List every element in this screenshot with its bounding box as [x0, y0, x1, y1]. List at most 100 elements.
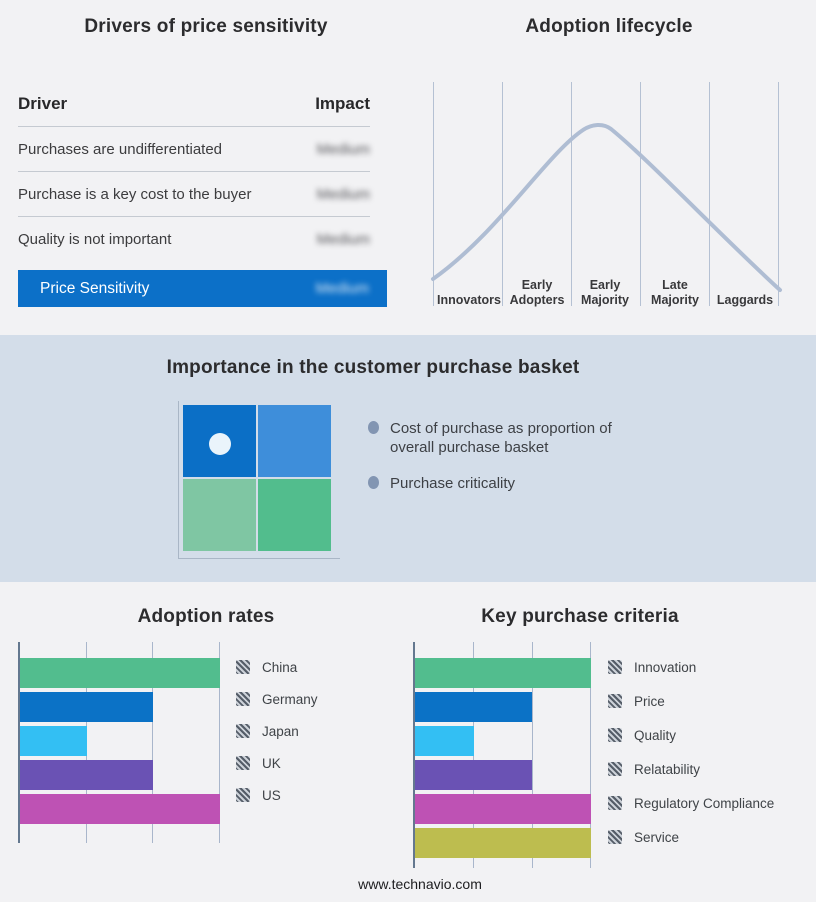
hatch-swatch-icon [608, 728, 622, 742]
legend-label: UK [262, 755, 281, 771]
bullet-text: Cost of purchase as proportion of overal… [390, 420, 612, 456]
purchase-basket-band: Importance in the customer purchase bask… [0, 335, 816, 582]
bar-price [415, 692, 533, 722]
bar-us [20, 794, 220, 824]
hatch-swatch-icon [236, 756, 250, 770]
drivers-table: Driver Impact Purchases are undifferenti… [18, 94, 370, 261]
legend-label: US [262, 787, 281, 803]
legend-item: Innovation [608, 659, 774, 675]
table-row: Purchase is a key cost to the buyer Medi… [18, 172, 370, 217]
legend-label: Japan [262, 723, 299, 739]
bar-germany [20, 692, 154, 722]
stage-label-early-majority: Early Majority [581, 278, 629, 307]
summary-row-label: Price Sensitivity [40, 279, 150, 297]
hatch-swatch-icon [608, 694, 622, 708]
hatch-swatch-icon [608, 830, 622, 844]
hatch-swatch-icon [236, 724, 250, 738]
driver-cell: Purchase is a key cost to the buyer [18, 185, 252, 203]
lifecycle-panel-title: Adoption lifecycle [525, 16, 693, 37]
drivers-panel-title: Drivers of price sensitivity [84, 16, 328, 37]
table-row: Quality is not important Medium [18, 217, 370, 261]
bar-china [20, 658, 220, 688]
stage-divider-line [571, 82, 572, 306]
legend-item: US [236, 787, 318, 803]
quadrant-cell-top-left [183, 405, 256, 477]
legend-item: UK [236, 755, 318, 771]
impact-column-header: Impact [315, 94, 370, 113]
bullet-item: Cost of purchase as proportion of overal… [368, 419, 648, 457]
stage-divider-line [433, 82, 434, 306]
y-axis-line [413, 642, 415, 868]
legend-item: Regulatory Compliance [608, 795, 775, 811]
key-purchase-criteria-legend: Innovation Price Quality Relatability Re… [608, 659, 775, 845]
quadrant-marker-dot-icon [209, 433, 231, 455]
legend-label: Innovation [634, 659, 697, 675]
adoption-rates-legend: China Germany Japan UK US [236, 659, 318, 803]
legend-label: Quality [634, 727, 677, 743]
driver-cell: Purchases are undifferentiated [18, 140, 223, 158]
gridline [152, 642, 153, 843]
bullet-icon [368, 421, 379, 434]
quadrant-y-axis-line [178, 401, 179, 559]
bars-area [20, 642, 220, 843]
bar-relatability [415, 760, 533, 790]
legend-label: Price [634, 693, 665, 709]
legend-item: Japan [236, 723, 318, 739]
footer-url: www.technavio.com [358, 876, 482, 892]
impact-cell-blurred: Medium [316, 185, 370, 203]
legend-item: China [236, 659, 318, 675]
quadrant-cell-bottom-right [258, 479, 331, 551]
bar-service [415, 828, 591, 858]
gridline [590, 642, 591, 868]
impact-cell-blurred: Medium [316, 140, 370, 158]
stage-divider-line [640, 82, 641, 306]
adoption-lifecycle-chart: Innovators Early Adopters Early Majority… [425, 82, 785, 308]
drivers-table-header: Driver Impact [18, 94, 370, 127]
legend-item: Quality [608, 727, 774, 743]
driver-cell: Quality is not important [18, 230, 172, 248]
stage-label-innovators: Innovators [437, 292, 501, 307]
stage-divider-line [778, 82, 779, 306]
y-axis-line [18, 642, 20, 843]
adoption-rates-title: Adoption rates [137, 606, 275, 627]
bullet-text: Purchase criticality [390, 475, 516, 492]
quadrant-x-axis-line [178, 558, 340, 559]
legend-item: Service [608, 829, 774, 845]
bell-curve-line [431, 123, 782, 292]
purchase-basket-quadrant [183, 405, 331, 551]
gridline [532, 642, 533, 868]
legend-item: Price [608, 693, 774, 709]
table-row: Purchases are undifferentiated Medium [18, 127, 370, 172]
bar-uk [20, 760, 154, 790]
hatch-swatch-icon [608, 660, 622, 674]
hatch-swatch-icon [608, 796, 622, 810]
legend-label: China [262, 659, 298, 675]
legend-label: Germany [262, 691, 318, 707]
bar-innovation [415, 658, 591, 688]
legend-label: Relatability [634, 761, 701, 777]
gridline [219, 642, 220, 843]
key-purchase-criteria-chart [413, 642, 591, 868]
stage-label-late-majority: Late Majority [651, 278, 699, 307]
hatch-swatch-icon [608, 762, 622, 776]
hatch-swatch-icon [236, 692, 250, 706]
stage-divider-line [502, 82, 503, 306]
hatch-swatch-icon [236, 660, 250, 674]
impact-cell-blurred: Medium [316, 230, 370, 248]
bullet-icon [368, 476, 379, 489]
summary-impact-blurred: Medium [315, 280, 369, 297]
bar-japan [20, 726, 87, 756]
bullet-item: Purchase criticality [368, 474, 648, 493]
bars-area [415, 642, 591, 868]
legend-label: Regulatory Compliance [634, 795, 775, 811]
stage-label-laggards: Laggards [716, 292, 774, 307]
quadrant-cell-top-right [258, 405, 331, 477]
legend-label: Service [634, 829, 680, 845]
key-purchase-criteria-title: Key purchase criteria [481, 606, 679, 627]
stage-label-early-adopters: Early Adopters [509, 278, 565, 307]
price-sensitivity-summary-row: Price Sensitivity Medium [18, 270, 387, 307]
driver-column-header: Driver [18, 94, 68, 113]
bar-regulatory-compliance [415, 794, 591, 824]
basket-panel-title: Importance in the customer purchase bask… [166, 357, 580, 378]
